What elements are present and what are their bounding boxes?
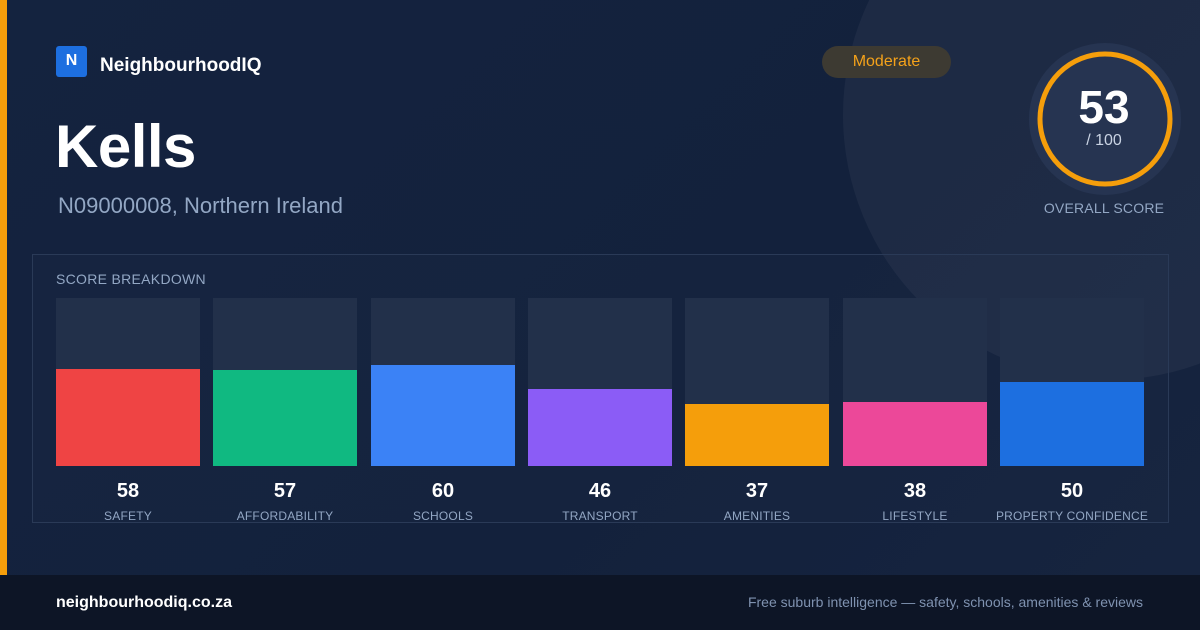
bar-value: 57 <box>273 480 297 502</box>
bar-fill <box>1000 382 1144 466</box>
bar-track <box>371 298 515 466</box>
bar-track <box>213 298 357 466</box>
bar-value: 50 <box>1060 480 1084 502</box>
bar-track <box>843 298 987 466</box>
footer-tagline: Free suburb intelligence — safety, schoo… <box>747 594 1143 610</box>
footer-url[interactable]: neighbourhoodiq.co.za <box>56 594 232 611</box>
bar-label: TRANSPORT <box>562 509 638 523</box>
bar-label: AMENITIES <box>723 509 791 523</box>
bar-value: 37 <box>745 480 769 502</box>
bar-track <box>1000 298 1144 466</box>
score-ring-arc <box>1037 51 1173 187</box>
bar-track <box>685 298 829 466</box>
brand[interactable]: N NeighbourhoodIQ <box>56 45 262 78</box>
footer <box>0 575 1200 630</box>
bar-fill <box>56 369 200 466</box>
score-ring-background <box>1029 43 1181 195</box>
location-title: Kells <box>55 113 196 180</box>
bar-amenities <box>685 298 829 466</box>
bar-value: 46 <box>588 480 612 502</box>
bar-value: 58 <box>116 480 140 502</box>
bar-track <box>56 298 200 466</box>
bar-fill <box>843 402 987 466</box>
bar-label: PROPERTY CONFIDENCE <box>995 509 1149 523</box>
overall-score-label: OVERALL SCORE <box>1043 200 1165 216</box>
bar-value: 38 <box>903 480 927 502</box>
rating-badge: Moderate <box>822 46 951 78</box>
score-breakdown-title: SCORE BREAKDOWN <box>56 271 206 287</box>
bar-label: AFFORDABILITY <box>236 509 334 523</box>
overall-score-max: / 100 <box>1086 132 1122 149</box>
bar-track <box>528 298 672 466</box>
bar-label: SCHOOLS <box>412 509 474 523</box>
bar-label: LIFESTYLE <box>882 509 948 523</box>
bar-safety <box>56 298 200 466</box>
bar-affordability <box>213 298 357 466</box>
brand-logo-icon: N <box>56 45 87 77</box>
bar-fill <box>685 404 829 466</box>
bar-fill <box>528 389 672 466</box>
bar-transport <box>528 298 672 466</box>
accent-bar <box>0 0 7 575</box>
bar-property-confidence <box>1000 298 1144 466</box>
overall-score-ring <box>1029 43 1181 195</box>
bar-schools <box>371 298 515 466</box>
bar-label: SAFETY <box>104 509 152 523</box>
score-breakdown-panel <box>32 254 1169 523</box>
bar-fill <box>371 365 515 466</box>
bar-value: 60 <box>431 480 455 502</box>
location-subtitle: N09000008, Northern Ireland <box>58 193 343 218</box>
overall-score-value: 53 <box>1078 81 1130 133</box>
bar-lifestyle <box>843 298 987 466</box>
brand-name: NeighbourhoodIQ <box>100 55 262 76</box>
bar-fill <box>213 370 357 466</box>
